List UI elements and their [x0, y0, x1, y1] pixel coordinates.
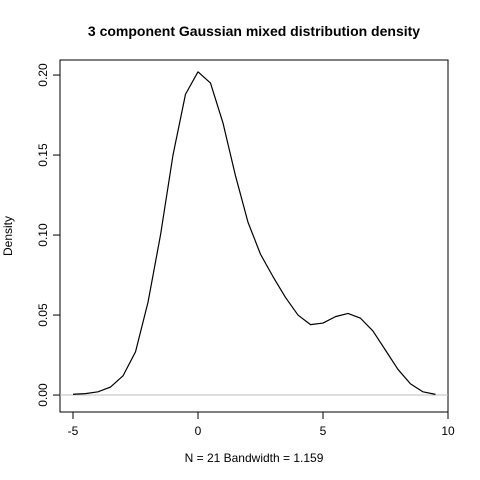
chart-title: 3 component Gaussian mixed distribution …	[88, 23, 420, 39]
y-tick-label: 0.05	[36, 303, 50, 327]
y-tick-label: 0.15	[36, 143, 50, 167]
x-tick-label: 10	[441, 424, 455, 438]
x-tick-label: 0	[195, 424, 202, 438]
y-tick-label: 0.20	[36, 63, 50, 87]
x-axis-label: N = 21 Bandwidth = 1.159	[185, 451, 324, 465]
density-line	[72, 71, 436, 395]
y-tick-label: 0.10	[36, 223, 50, 247]
x-tick-label: 5	[320, 424, 327, 438]
y-axis-label: Density	[1, 216, 15, 256]
x-tick-label: -5	[68, 424, 79, 438]
y-tick-label: 0.00	[36, 383, 50, 407]
